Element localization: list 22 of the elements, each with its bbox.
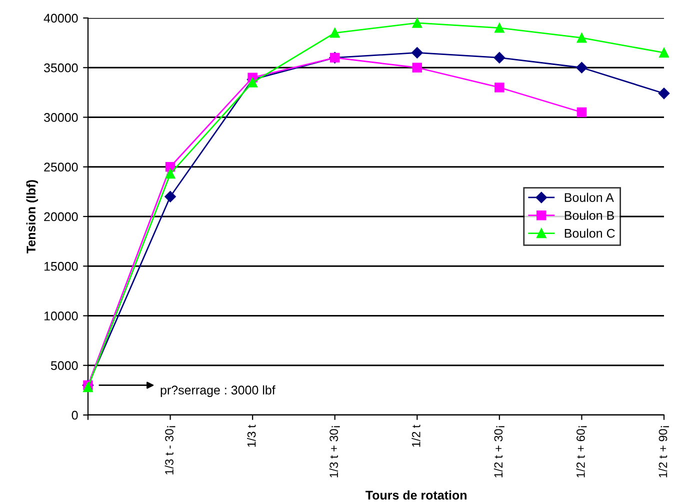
x-tick-label: 1/2 t [412,424,420,447]
y-tick-label: 35000 [44,63,78,72]
x-tick-label: 1/3 t + 30¡ [329,426,340,478]
legend-label: Boulon B [564,210,614,220]
y-tick-label: 25000 [44,162,78,172]
legend-label: Boulon A [564,192,614,202]
y-tick-label: 5000 [50,361,78,370]
y-tick-label: 0 [72,410,78,420]
y-tick-label: 15000 [44,262,78,271]
x-tick-label: 1/2 t + 90¡ [658,426,669,478]
y-axis-title: Tension (lbf) [26,180,38,254]
x-tick-label: 1/3 t [247,424,256,447]
annotation: pr?serrage : 3000 lbf [160,385,276,398]
y-tick-label: 30000 [44,113,78,122]
x-tick-label: 1/3 t - 30¡ [164,426,176,474]
y-tick-label: 20000 [44,212,78,222]
legend-label: Boulon C [564,228,615,238]
y-tick-label: 10000 [44,312,78,320]
x-tick-label: 1/2 t + 30¡ [494,426,504,478]
y-tick-label: 40000 [44,14,78,23]
x-axis-title: Tours de rotation [366,490,466,500]
x-tick-label: 1/2 t + 60¡ [576,426,587,478]
